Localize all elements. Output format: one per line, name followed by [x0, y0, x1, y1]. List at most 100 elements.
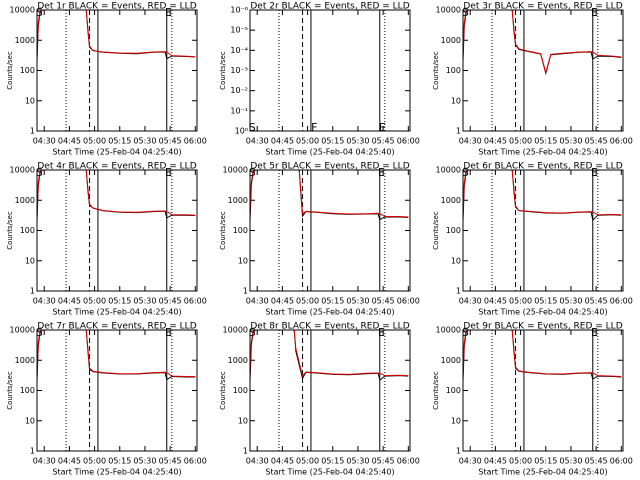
y-tick-label: 100: [233, 226, 248, 235]
annotation: E: [591, 326, 598, 339]
x-axis-label: Start Time (25-Feb-04 04:25:40): [478, 148, 607, 157]
x-tick-label: 05:00: [509, 297, 532, 306]
chart-title: Det 3r BLACK = Events, RED = LLD: [463, 2, 622, 12]
y-tick-label: 1000: [228, 356, 248, 365]
y-tick-label: 1: [30, 287, 35, 296]
x-tick-label: 05:00: [83, 297, 106, 306]
x-tick-label: 04:30: [33, 137, 56, 146]
annotation: F: [311, 121, 317, 134]
x-tick-label: 05:00: [509, 137, 532, 146]
plot-frame: [462, 169, 624, 292]
y-tick-label: 100: [20, 226, 35, 235]
y-tick-label: 1000: [441, 36, 461, 45]
y-tick-label: 10⁻⁶: [230, 6, 248, 15]
y-tick-label: 1: [30, 127, 35, 136]
x-tick-label: 05:00: [83, 457, 106, 466]
x-tick-label: 04:45: [484, 297, 507, 306]
annotation: E: [379, 121, 386, 134]
x-tick-label: 05:45: [159, 457, 182, 466]
x-tick-label: 05:15: [108, 137, 131, 146]
annotation: S: [36, 326, 43, 339]
x-tick-label: 05:45: [372, 457, 395, 466]
y-axis-label: Counts/sec: [219, 211, 227, 250]
y-tick-label: 10: [238, 416, 248, 425]
x-tick-label: 05:30: [346, 457, 369, 466]
y-axis-label: Counts/sec: [432, 51, 440, 90]
y-axis-label: Counts/sec: [432, 371, 440, 410]
y-tick-label: 10⁻²: [230, 86, 248, 95]
y-tick-label: 100: [20, 66, 35, 75]
x-axis-label: Start Time (25-Feb-04 04:25:40): [265, 468, 394, 477]
x-tick-label: 06:00: [397, 297, 420, 306]
x-tick-label: 06:00: [184, 137, 207, 146]
y-tick-label: 1: [456, 127, 461, 136]
y-tick-label: 1000: [15, 356, 35, 365]
x-axis-label: Start Time (25-Feb-04 04:25:40): [478, 468, 607, 477]
chart-title: Det 1r BLACK = Events, RED = LLD: [37, 2, 196, 12]
y-axis-label: Counts/sec: [6, 211, 14, 250]
x-tick-label: 05:30: [133, 297, 156, 306]
y-tick-label: 10⁰: [235, 127, 248, 136]
y-tick-label: 10⁻⁵: [230, 26, 248, 35]
x-tick-label: 04:30: [246, 457, 269, 466]
panel: Det 5r BLACK = Events, RED = LLD Start Ti…: [219, 162, 420, 317]
x-tick-label: 04:30: [246, 297, 269, 306]
panel: Det 8r BLACK = Events, RED = LLD Start Ti…: [219, 322, 420, 477]
chart-title: Det 7r BLACK = Events, RED = LLD: [37, 322, 196, 332]
y-tick-label: 10: [25, 256, 35, 265]
panel: Det 3r BLACK = Events, RED = LLD Start Ti…: [432, 2, 633, 157]
x-tick-label: 05:00: [296, 457, 319, 466]
x-tick-label: 05:15: [321, 137, 344, 146]
y-tick-label: 10: [25, 96, 35, 105]
x-tick-label: 05:45: [585, 297, 608, 306]
x-tick-label: 04:30: [33, 457, 56, 466]
y-tick-label: 10000: [10, 326, 35, 335]
chart-title: Det 5r BLACK = Events, RED = LLD: [250, 162, 409, 172]
y-axis-label: Counts/sec: [6, 371, 14, 410]
y-tick-label: 10000: [436, 326, 461, 335]
annotation: E: [165, 326, 172, 339]
x-tick-label: 05:15: [534, 137, 557, 146]
x-tick-label: 05:30: [559, 137, 582, 146]
x-tick-label: 06:00: [184, 297, 207, 306]
x-tick-label: 04:45: [58, 137, 81, 146]
y-tick-label: 1000: [441, 196, 461, 205]
x-axis-label: Start Time (25-Feb-04 04:25:40): [478, 308, 607, 317]
annotation: S: [462, 326, 469, 339]
plot-frame: [249, 329, 411, 452]
panel: Det 7r BLACK = Events, RED = LLD Start Ti…: [6, 322, 207, 477]
y-tick-label: 10: [25, 416, 35, 425]
x-tick-label: 04:45: [271, 297, 294, 306]
y-tick-label: 1: [456, 447, 461, 456]
y-tick-label: 10⁻¹: [230, 106, 248, 115]
x-tick-label: 05:45: [159, 297, 182, 306]
x-tick-label: 05:00: [509, 457, 532, 466]
y-tick-label: 10000: [223, 326, 248, 335]
x-tick-label: 04:45: [271, 137, 294, 146]
x-tick-label: 05:15: [534, 297, 557, 306]
x-tick-label: 06:00: [397, 457, 420, 466]
y-tick-label: 10⁻³: [230, 66, 248, 75]
y-tick-label: 100: [446, 66, 461, 75]
annotation: S: [249, 326, 256, 339]
chart-title: Det 8r BLACK = Events, RED = LLD: [250, 322, 409, 332]
x-tick-label: 06:00: [610, 457, 633, 466]
x-tick-label: 04:30: [459, 457, 482, 466]
x-tick-label: 04:45: [484, 137, 507, 146]
x-tick-label: 04:30: [33, 297, 56, 306]
x-tick-label: 05:30: [559, 297, 582, 306]
y-axis-label: Counts/sec: [432, 211, 440, 250]
annotation: S: [249, 166, 256, 179]
x-tick-label: 06:00: [184, 457, 207, 466]
x-tick-label: 05:15: [321, 457, 344, 466]
y-tick-label: 100: [20, 386, 35, 395]
x-axis-label: Start Time (25-Feb-04 04:25:40): [265, 148, 394, 157]
chart-title: Det 4r BLACK = Events, RED = LLD: [37, 162, 196, 172]
y-axis-label: Counts/sec: [219, 51, 227, 90]
y-tick-label: 1000: [15, 36, 35, 45]
annotation: S: [249, 121, 256, 134]
y-tick-label: 10000: [436, 166, 461, 175]
y-tick-label: 1: [30, 447, 35, 456]
